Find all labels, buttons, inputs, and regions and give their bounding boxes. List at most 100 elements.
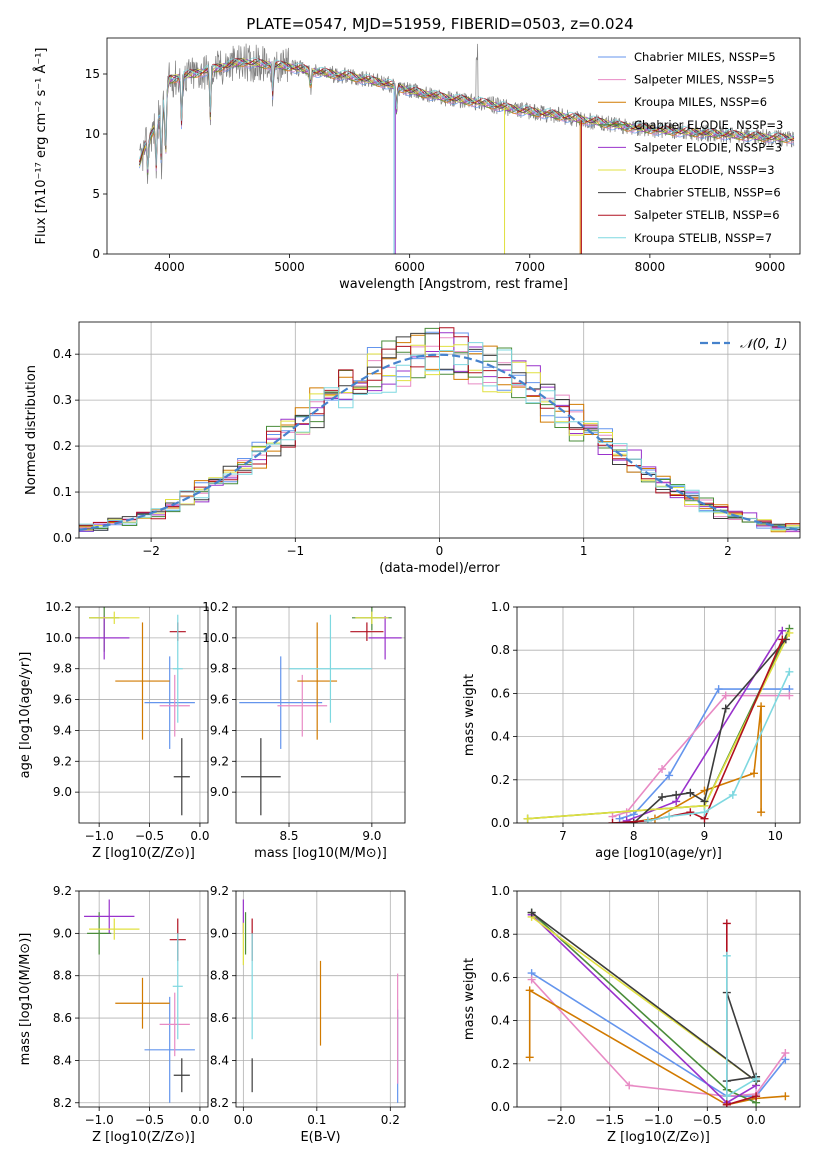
y-tick-label: 0.1 — [53, 485, 72, 499]
mass-weight-point — [781, 1049, 790, 1057]
axes-frame — [78, 890, 209, 1108]
mass-weight-point — [750, 769, 759, 778]
mass-weight-point — [665, 812, 674, 821]
histogram-line — [79, 342, 800, 531]
y-tick-label: 8.8 — [210, 969, 229, 983]
axes-frame — [78, 606, 209, 824]
x-tick-label: 0.0 — [190, 1113, 209, 1127]
normal-curve-line — [79, 353, 800, 531]
mass-weight-point — [721, 704, 730, 713]
plot-area — [79, 607, 195, 816]
y-tick-label: 0.2 — [491, 1057, 510, 1071]
mass-weight-point — [658, 765, 667, 773]
y-tick-label: 9.4 — [53, 723, 72, 737]
y-tick-label: 5 — [92, 187, 100, 201]
legend-entry: Salpeter ELODIE, NSSP=3 — [634, 140, 782, 154]
x-tick-label: −1.0 — [85, 829, 114, 843]
axes-frame — [106, 37, 801, 255]
age-vs-mass-panel: 8.5 9.0 9.0 9.2 9.4 9.6 9.8 10.0 10.2 mass [log10… — [202, 600, 406, 861]
mass-weight-point — [757, 702, 766, 711]
y-tick-label: 0.6 — [491, 970, 510, 984]
plot-area — [84, 899, 195, 1103]
mass-weight-point — [625, 1081, 634, 1090]
x-axis-label: Z [log10(Z/Z⊙)] — [92, 1130, 195, 1145]
mass-vs-extinction-panel: 0.0 0.1 0.2 8.2 8.4 8.6 8.8 9.0 9.2 E(B-V) — [210, 884, 406, 1145]
legend-entry: Salpeter MILES, NSSP=5 — [634, 73, 775, 87]
x-tick-label: 5000 — [274, 260, 305, 274]
x-tick-label: 0.0 — [747, 1113, 766, 1127]
y-axis-label: mass [log10(M/M⊙)] — [18, 933, 33, 1066]
legend-entry: Chabrier MILES, NSSP=5 — [634, 50, 776, 64]
y-tick-label: 0.2 — [53, 439, 72, 453]
y-axis-label: Flux [fλ10⁻¹⁷ erg cm⁻² s⁻¹ Å⁻¹] — [33, 48, 49, 245]
legend-entry: Salpeter STELIB, NSSP=6 — [634, 208, 780, 222]
x-tick-label: 4000 — [154, 260, 185, 274]
y-tick-label: 0.0 — [53, 531, 72, 545]
mass-vs-metallicity-panel: −1.0 −0.5 0.0 8.2 8.4 8.6 8.8 9.0 9.2 Z [log10(Z/… — [18, 884, 209, 1145]
x-tick-label: 10 — [768, 829, 783, 843]
plot-area — [525, 908, 790, 1107]
y-tick-label: 8.6 — [53, 1011, 72, 1025]
y-tick-label: 0.4 — [491, 730, 510, 744]
x-tick-label: 8000 — [635, 260, 666, 274]
histogram-line — [79, 327, 800, 528]
mass-weight-point — [752, 1074, 761, 1083]
mass-weight-point — [665, 771, 674, 780]
mass-weight-point — [781, 1092, 790, 1101]
mass-weight-point — [722, 1100, 731, 1107]
x-tick-label: 9.0 — [362, 829, 381, 843]
x-axis-label: mass [log10(M/M⊙)] — [254, 846, 387, 861]
mass-weight-point — [757, 808, 766, 817]
y-tick-label: 0.2 — [491, 773, 510, 787]
x-tick-label: −1.0 — [644, 1113, 673, 1127]
x-tick-label: −1 — [286, 544, 304, 558]
legend: Chabrier MILES, NSSP=5 Salpeter MILES, NS… — [598, 50, 783, 245]
y-tick-label: 9.8 — [210, 662, 229, 676]
x-tick-label: −1.5 — [595, 1113, 624, 1127]
x-tick-label: 8.5 — [279, 829, 298, 843]
y-tick-label: 0.8 — [491, 927, 510, 941]
plot-area — [139, 43, 795, 254]
y-tick-label: 0.0 — [491, 1100, 510, 1114]
y-tick-label: 9.2 — [210, 884, 229, 898]
y-axis-label: age [log10(age/yr)] — [18, 652, 33, 779]
x-tick-label: −2 — [142, 544, 160, 558]
y-tick-label: 10.0 — [202, 631, 229, 645]
plot-area — [79, 327, 800, 533]
y-tick-label: 9.2 — [53, 884, 72, 898]
legend-entry: Chabrier ELODIE, NSSP=3 — [634, 118, 783, 132]
model-spectrum-line — [139, 57, 795, 168]
x-tick-label: 0.0 — [190, 829, 209, 843]
x-tick-label: 0.0 — [234, 1113, 253, 1127]
y-tick-label: 8.4 — [53, 1053, 72, 1067]
axes-frame — [235, 890, 406, 1108]
plot-area — [242, 899, 399, 1103]
y-tick-label: 9.0 — [53, 926, 72, 940]
mass-weight-point — [643, 816, 652, 823]
x-tick-label: −1.0 — [85, 1113, 114, 1127]
legend-entry: Kroupa ELODIE, NSSP=3 — [634, 163, 775, 177]
mass-weight-point — [728, 790, 737, 799]
mass-weight-point — [785, 691, 794, 700]
y-tick-label: 10.2 — [202, 600, 229, 614]
y-tick-label: 0.0 — [491, 816, 510, 830]
y-tick-label: 8.2 — [210, 1096, 229, 1110]
y-tick-label: 9.0 — [210, 785, 229, 799]
mass-weight-point — [722, 919, 731, 928]
model-spectrum-line — [139, 58, 795, 168]
mass-weight-point — [778, 626, 787, 635]
x-axis-label: Z [log10(Z/Z⊙)] — [607, 1130, 710, 1145]
y-tick-label: 0.8 — [491, 643, 510, 657]
y-tick-label: 1.0 — [491, 600, 510, 614]
legend-entry: Chabrier STELIB, NSSP=6 — [634, 186, 781, 200]
y-axis-label: mass weight — [462, 674, 477, 756]
mass-weight-line — [527, 632, 791, 820]
mass-weight-point — [622, 816, 631, 823]
mass-weight-point — [721, 691, 730, 700]
legend-entry: Kroupa MILES, NSSP=6 — [634, 95, 767, 109]
mass-weight-point — [672, 790, 681, 799]
x-tick-label: −0.5 — [693, 1113, 722, 1127]
y-tick-label: 9.6 — [210, 693, 229, 707]
mass-weight-point — [615, 814, 624, 823]
